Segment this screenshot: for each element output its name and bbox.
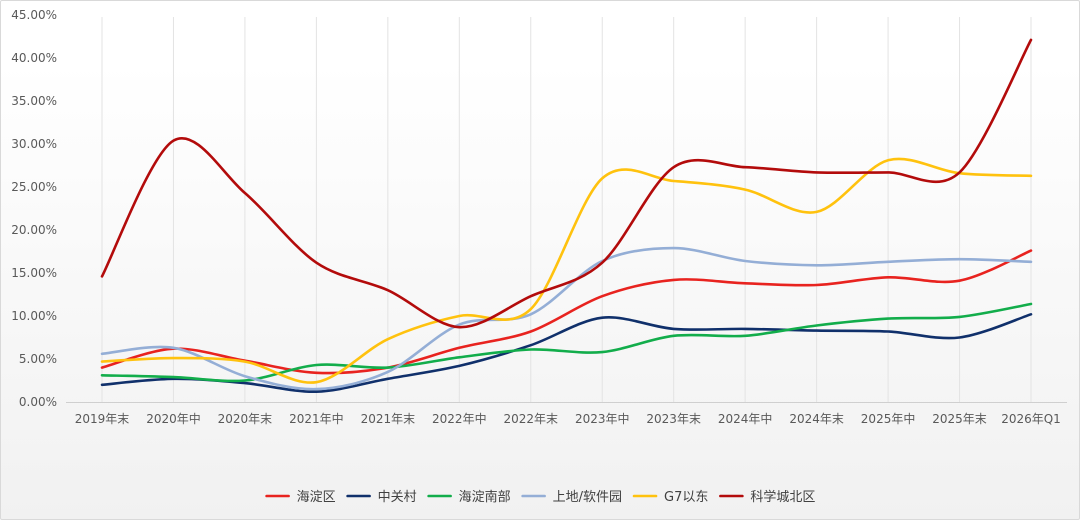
x-tick-label: 2022年中 (432, 411, 487, 426)
x-tick-label: 2020年中 (146, 411, 201, 426)
x-tick-label: 2020年末 (218, 412, 273, 426)
x-tick-label: 2023年中 (575, 411, 630, 426)
x-tick-label: 2021年中 (289, 411, 344, 426)
legend-item-6: 科学城北区 (719, 489, 815, 505)
legend-item-1: 海淀区 (265, 490, 336, 505)
y-tick-label: 10.00% (11, 309, 57, 323)
series-line-4 (100, 246, 1033, 391)
legend: 海淀区 中关村 海淀南部 上地/软件园 G7以东 科学城北区 (265, 489, 815, 505)
x-tick-label: 2024年末 (789, 412, 844, 426)
legend-item-4: 上地/软件园 (521, 490, 622, 505)
x-tick-label: 2021年末 (361, 412, 416, 426)
y-tick-label: 0.00% (19, 395, 57, 409)
y-tick-label: 5.00% (19, 352, 57, 366)
legend-item-3: 海淀南部 (427, 489, 511, 505)
x-axis: 2019年末 2020年中 2020年末 2021年中 2021年末 2022年中 2022… (75, 411, 1061, 426)
series-lines (100, 38, 1033, 394)
legend-label: 上地/软件园 (553, 490, 622, 505)
y-tick-label: 15.00% (11, 266, 57, 280)
x-tick-label: 2022年末 (503, 412, 558, 426)
y-tick-label: 30.00% (11, 137, 57, 151)
x-tick-label: 2026年Q1 (1001, 412, 1061, 426)
y-tick-label: 25.00% (11, 180, 57, 194)
x-tick-label: 2025年中 (861, 411, 916, 426)
y-tick-label: 40.00% (11, 51, 57, 65)
legend-item-2: 中关村 (346, 490, 417, 505)
x-tick-label: 2023年末 (646, 412, 701, 426)
x-tick-label: 2024年中 (718, 411, 773, 426)
legend-label: 海淀区 (297, 490, 336, 505)
grid-lines (66, 17, 1067, 403)
legend-label: G7以东 (664, 490, 708, 505)
x-tick-label: 2019年末 (75, 412, 130, 426)
x-tick-label: 2025年末 (932, 412, 987, 426)
y-tick-label: 35.00% (11, 94, 57, 108)
legend-label: 科学城北区 (750, 489, 815, 505)
y-axis: 0.00% 5.00% 10.00% 15.00% 20.00% 25.00% 30.00%… (11, 8, 57, 409)
y-tick-label: 45.00% (11, 8, 57, 22)
legend-label: 海淀南部 (459, 489, 511, 505)
series-line-5 (100, 157, 1033, 384)
y-tick-label: 20.00% (11, 223, 57, 237)
series-line-2 (100, 313, 1033, 394)
legend-item-5: G7以东 (632, 490, 708, 505)
series-line-1 (100, 249, 1033, 375)
series-line-6 (100, 38, 1033, 329)
series-line-3 (100, 302, 1033, 383)
legend-label: 中关村 (378, 490, 417, 505)
